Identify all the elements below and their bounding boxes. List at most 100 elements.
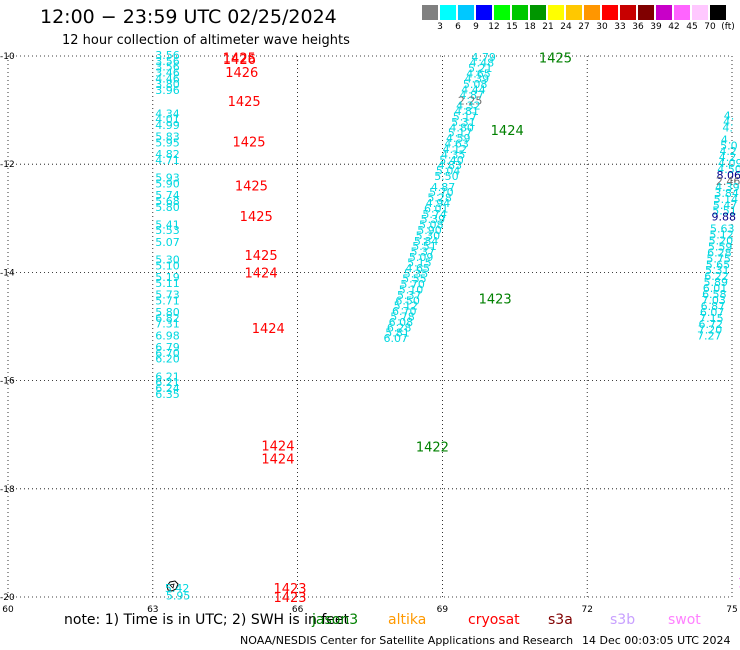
wave-height-value: 4.71 [155,154,180,167]
pass-number-label: 1425 [245,249,278,264]
legend-label: 9 [473,22,479,32]
legend-label: 27 [578,22,590,32]
wave-height-value: 5.55 [402,273,427,286]
legend-label: 6 [455,22,461,32]
wave-height-value: 5.30 [416,229,441,242]
wave-height-value: 6.21 [155,370,180,383]
map-grid [7,55,733,598]
wave-height-value: 4.09 [718,157,740,170]
wave-height-value: 6.07 [700,306,725,319]
track-a: 3.563.563.563.464.463.803.964.344.014.99… [155,49,180,401]
wave-height-value: 6.70 [155,347,180,360]
wave-height-value: 4. [722,121,733,134]
wave-height-value: 5.51 [412,240,437,253]
wave-height-value: 4.39 [465,73,490,86]
wave-height-value: 6.72 [698,318,723,331]
footer-note: note: 1) Time is in UTC; 2) SWH is in fe… [64,612,350,628]
pass-number-label: 1425 [232,135,265,150]
wave-height-value: 5.31 [451,116,476,129]
wave-height-value: 5.83 [155,131,180,144]
wave-height-value: 5.70 [400,278,425,291]
legend-swatch [512,5,528,20]
wave-height-value: 5.37 [397,289,422,302]
wave-height-value: 4. [721,133,732,146]
wave-height-value: 5.17 [453,111,478,124]
wave-height-value: 5.47 [713,199,738,212]
wave-height-value: 4.83 [438,159,463,172]
wave-height-value: 5.28 [427,192,452,205]
wave-height-value: 6.87 [701,300,726,313]
wave-height-value: 6.79 [155,341,180,354]
pass-number-label: 1423 [273,582,306,597]
wave-height-value: 5.70 [429,186,454,199]
wave-height-value: 5.65 [706,258,731,271]
pass-number-label: 1424 [491,124,524,139]
pass-number-label: 1425 [235,179,268,194]
legend-swatch [458,5,474,20]
wave-height-value: 6.08 [389,316,414,329]
legend-label: 45 [686,22,698,32]
wave-height-value: 5.17 [448,127,473,140]
legend-label: 42 [668,22,680,32]
y-tick-label: -14 [0,268,15,278]
pass-number-label: 1426 [223,53,256,68]
legend-swatch [530,5,546,20]
wave-height-value: 3.80 [155,78,180,91]
wave-height-value: 5.37 [411,246,436,259]
legend-label: 15 [506,22,518,32]
wave-height-value: 6.07 [384,332,409,345]
island-outline [166,580,179,592]
wave-height-value: 5.08 [463,78,488,91]
wave-height-value: 5.10 [399,283,424,296]
wave-height-value: 3.56 [155,49,180,62]
track-b: 5.425.95 [165,582,190,603]
wave-height-value: 3.56 [155,61,180,74]
wave-height-value: 5.12 [709,229,734,242]
track-c: 4.794.485.214.654.395.084.444.872.254.32… [384,51,496,345]
wave-height-value: 5.84 [414,235,439,248]
wave-height-value: 6.22 [704,270,729,283]
wave-height-value: 5.74 [422,208,447,221]
wave-height-value: 4.63 [444,138,469,151]
wave-height-value: 4. [723,115,734,128]
wave-height-value: 6.35 [155,388,180,401]
wave-height-value: 4.80 [449,121,474,134]
axis-labels: 60 63 66 69 72 75 -10 -12 -14 -16 -18 -20 [0,52,738,615]
wave-height-value: 5.80 [155,306,180,319]
credit-text: NOAA/NESDIS Center for Satellite Applica… [240,634,574,647]
wave-height-value: 6.82 [155,312,180,325]
wave-height-value: 4.48 [470,56,495,69]
wave-height-value: 4.82 [155,148,180,161]
wave-height-value: 6.98 [155,329,180,342]
legend-swatch [566,5,582,20]
satellite-name-s3a: s3a [548,612,573,628]
wave-height-value: 5.30 [155,253,180,266]
wave-height-value: 4. [724,110,735,123]
wave-height-value: 5.14 [714,193,739,206]
pass-number-label: 1424 [245,266,278,281]
wave-height-value: 6.20 [155,353,180,366]
legend-label: 24 [560,22,572,32]
wave-height-value: 5.07 [155,236,180,249]
satellite-name-jason3: jason3 [312,612,359,628]
wave-height-value: 5.04 [436,165,461,178]
legend-swatch [548,5,564,20]
wave-height-value: 5.19 [155,271,180,284]
pass-number-label: 1425 [240,210,273,225]
wave-height-value: 7.20 [698,324,723,337]
pass-number-label: 1424 [252,322,285,337]
wave-height-value: 5.89 [704,276,729,289]
legend-swatch [494,5,510,20]
legend-swatch [476,5,492,20]
wave-height-value: 4.2 [719,151,737,164]
generated-timestamp: 14 Dec 00:03:05 UTC 2024 [582,634,731,647]
legend-label: 39 [650,22,662,32]
wave-height-value: 5.59 [708,240,733,253]
wave-height-value: 5.90 [155,177,180,190]
wave-height-value: 6.50 [395,294,420,307]
pass-number-label: 1424 [261,440,294,455]
wave-height-value: 5.35 [404,267,429,280]
legend-swatch [656,5,672,20]
wave-height-value: 5.80 [155,201,180,214]
wave-height-value: 4.81 [454,105,479,118]
